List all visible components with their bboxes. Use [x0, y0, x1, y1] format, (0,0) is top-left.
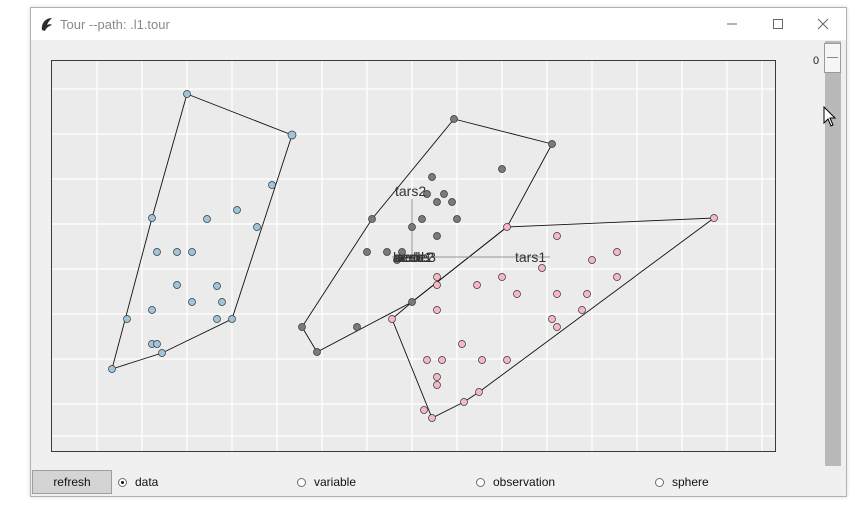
radio-selected-icon	[118, 477, 127, 487]
refresh-button[interactable]: refresh	[32, 470, 112, 494]
r-feather-icon	[41, 18, 52, 31]
radio-sphere[interactable]: sphere	[655, 475, 709, 489]
speed-scale-trough[interactable]	[825, 41, 841, 466]
hull-blue	[111, 93, 293, 370]
close-button[interactable]	[800, 8, 846, 40]
points-pink	[388, 214, 718, 422]
speed-scale-value: 0	[813, 55, 820, 67]
radio-data-label: data	[135, 475, 159, 489]
tour-window: Tour --path: .l1.tour	[30, 7, 847, 497]
radio-variable[interactable]: variable	[297, 475, 356, 489]
radio-unselected-icon	[297, 477, 306, 487]
bottom-toolbar	[31, 466, 846, 496]
radio-observation[interactable]: observation	[476, 475, 555, 489]
minimize-icon	[727, 23, 737, 25]
hull-grey	[301, 118, 553, 353]
speed-scale-thumb[interactable]	[824, 43, 841, 73]
axis-label-aede3: aede3	[397, 249, 436, 265]
axis-label-head: head	[393, 249, 424, 265]
hull-pink	[391, 217, 716, 419]
points-grey	[298, 115, 556, 356]
points-blue	[108, 90, 297, 373]
title-bar[interactable]: Tour --path: .l1.tour	[31, 8, 846, 40]
axis-label-tars1: tars1	[515, 249, 546, 265]
minimize-button[interactable]	[709, 8, 755, 40]
window-title: Tour --path: .l1.tour	[60, 17, 170, 32]
close-icon	[817, 18, 829, 30]
radio-unselected-icon	[476, 477, 485, 487]
mouse-cursor-icon	[823, 106, 837, 127]
radio-unselected-icon	[655, 477, 664, 487]
axis-label-tars2: tars2	[395, 183, 426, 199]
maximize-button[interactable]	[755, 8, 801, 40]
radio-variable-label: variable	[314, 475, 357, 489]
radio-observation-label: observation	[493, 475, 556, 489]
axis-label-aede1: aede1	[393, 249, 432, 265]
tour-plot[interactable]: tars2 tars1 head aede1 aede2 aede3	[51, 60, 776, 452]
radio-sphere-label: sphere	[672, 475, 709, 489]
radio-data[interactable]: data	[118, 475, 158, 489]
maximize-icon	[773, 19, 783, 29]
axis-label-aede2: aede2	[395, 249, 434, 265]
